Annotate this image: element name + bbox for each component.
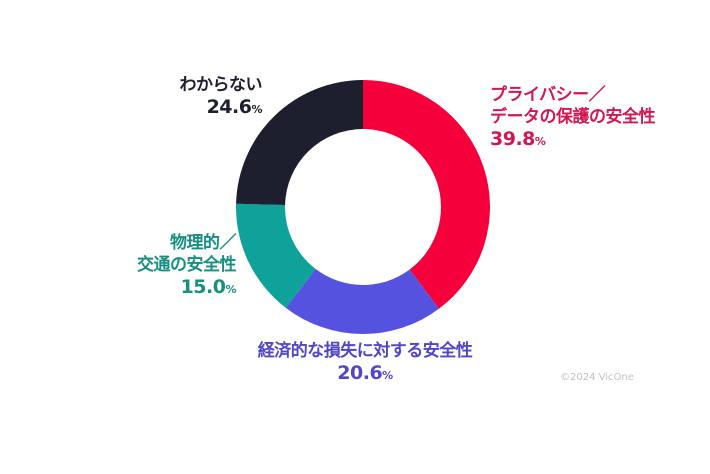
label-line: データの保護の安全性 xyxy=(490,107,656,127)
label-line: 交通の安全性 xyxy=(137,255,237,275)
label-financial: 経済的な損失に対する安全性 20.6% xyxy=(200,340,530,387)
copyright: ©2024 VicOne xyxy=(560,372,634,383)
value-label: 20.6% xyxy=(337,362,393,384)
donut-slice-1 xyxy=(285,268,439,335)
value-label: 15.0% xyxy=(180,276,237,298)
label-physical: 物理的／ 交通の安全性 15.0% xyxy=(80,232,237,301)
value-label: 24.6% xyxy=(206,96,263,118)
label-line: 物理的／ xyxy=(170,233,237,253)
label-line: プライバシー／ xyxy=(490,85,606,105)
donut-slice-0 xyxy=(363,80,491,309)
label-line: 経済的な損失に対する安全性 xyxy=(257,341,473,361)
label-privacy: プライバシー／ データの保護の安全性 39.8% xyxy=(490,84,656,153)
value-label: 39.8% xyxy=(490,128,546,150)
donut-slice-2 xyxy=(236,203,316,308)
label-line: わからない xyxy=(179,75,263,95)
donut-slice-3 xyxy=(236,79,363,206)
label-unknown: わからない 24.6% xyxy=(130,74,263,121)
